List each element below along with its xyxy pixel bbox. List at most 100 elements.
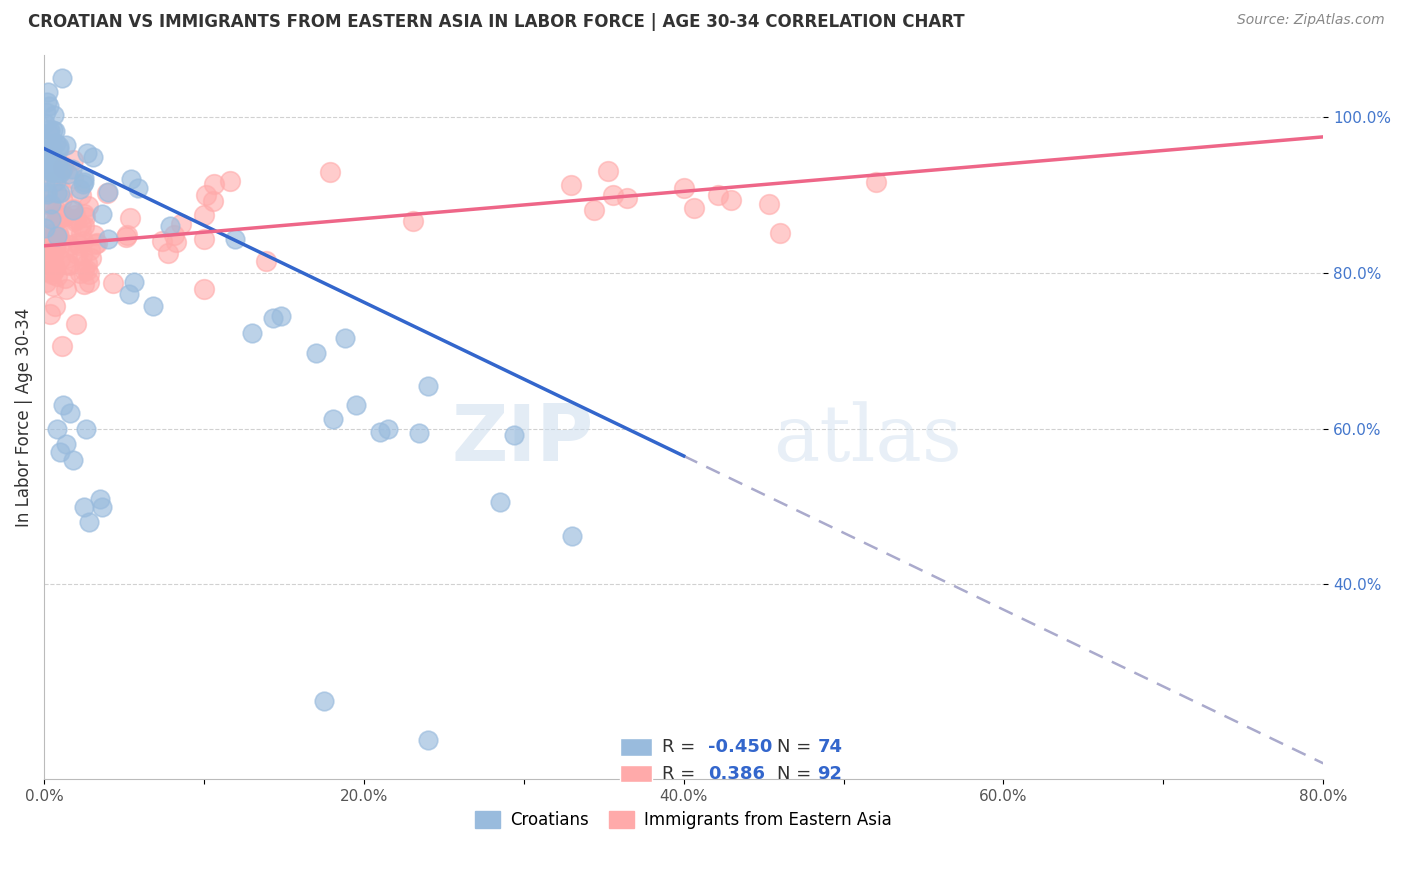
Point (758, 197, 780, 211)
Point (120, 211, 142, 225)
Point (683, 202, 706, 216)
Point (34, 116, 56, 130)
Point (118, 286, 141, 301)
Point (37, 156, 59, 170)
Point (150, 235, 173, 249)
Point (73, 219, 96, 234)
Point (368, 425, 391, 439)
Point (58, 167, 80, 181)
Point (49, 186, 72, 201)
Point (44, 215, 66, 229)
Point (201, 194, 224, 209)
Point (90, 206, 112, 220)
Text: 92: 92 (817, 764, 842, 783)
Point (416, 733, 439, 747)
Bar (620, 765, 651, 782)
Point (35, 186, 58, 201)
Text: N =: N = (778, 738, 817, 756)
Point (77, 268, 100, 282)
Point (38, 234, 60, 248)
Point (55, 282, 77, 296)
Point (52, 398, 75, 412)
Point (84, 237, 107, 252)
Point (38, 264, 60, 278)
Point (124, 276, 146, 290)
Point (224, 232, 246, 246)
Point (37, 136, 59, 150)
Point (89, 491, 111, 506)
Point (46, 156, 69, 170)
Point (79, 244, 101, 258)
Point (52, 159, 75, 173)
Point (35, 248, 58, 262)
Point (194, 188, 217, 202)
Point (44, 124, 66, 138)
Point (218, 174, 240, 188)
Point (37, 256, 59, 270)
Point (416, 379, 439, 393)
Point (58, 238, 80, 252)
Point (561, 529, 583, 543)
Point (59, 406, 82, 420)
Y-axis label: In Labor Force | Age 30-34: In Labor Force | Age 30-34 (15, 308, 32, 526)
Point (115, 230, 138, 244)
Point (72, 235, 94, 249)
Point (42, 226, 65, 240)
Text: R =: R = (662, 764, 702, 783)
Point (42, 256, 65, 270)
Point (45, 422, 67, 436)
Legend: Croatians, Immigrants from Eastern Asia: Croatians, Immigrants from Eastern Asia (468, 805, 898, 836)
Point (96, 232, 118, 246)
Point (35, 95, 58, 109)
Point (39, 123, 62, 137)
Point (720, 193, 742, 207)
Point (46, 228, 69, 243)
Point (45, 231, 67, 245)
Point (35, 233, 58, 247)
Point (616, 191, 638, 205)
Point (120, 172, 142, 186)
Point (377, 422, 399, 436)
Point (77, 199, 100, 213)
Point (63, 214, 86, 228)
Point (72, 277, 94, 291)
Point (55, 137, 77, 152)
Point (39, 211, 62, 226)
Point (322, 412, 344, 426)
Point (65, 236, 87, 251)
Point (598, 163, 620, 178)
Point (262, 311, 284, 326)
Point (58, 258, 80, 272)
Point (65, 318, 87, 332)
Point (46, 186, 69, 200)
Point (41, 141, 63, 155)
Text: -0.450: -0.450 (707, 738, 772, 756)
Point (39, 227, 62, 242)
Point (170, 217, 193, 231)
Point (56, 257, 79, 271)
Point (66, 247, 89, 261)
Point (41, 268, 63, 282)
Text: CROATIAN VS IMMIGRANTS FROM EASTERN ASIA IN LABOR FORCE | AGE 30-34 CORRELATION : CROATIAN VS IMMIGRANTS FROM EASTERN ASIA… (28, 13, 965, 31)
Point (34, 174, 56, 188)
Point (312, 694, 335, 708)
Point (193, 282, 215, 296)
Point (163, 227, 186, 242)
Point (344, 398, 367, 412)
Point (193, 208, 215, 222)
Point (34, 143, 56, 157)
Point (38, 126, 60, 140)
Point (39, 196, 62, 211)
Point (39, 250, 62, 264)
Point (73, 211, 96, 225)
Point (41, 264, 63, 278)
Point (142, 299, 165, 313)
Point (38, 235, 60, 250)
Point (156, 245, 179, 260)
Text: N =: N = (778, 764, 817, 783)
Point (73, 500, 96, 514)
Point (97, 185, 120, 199)
Point (42, 242, 65, 256)
Point (34, 154, 56, 169)
Point (37, 156, 59, 170)
